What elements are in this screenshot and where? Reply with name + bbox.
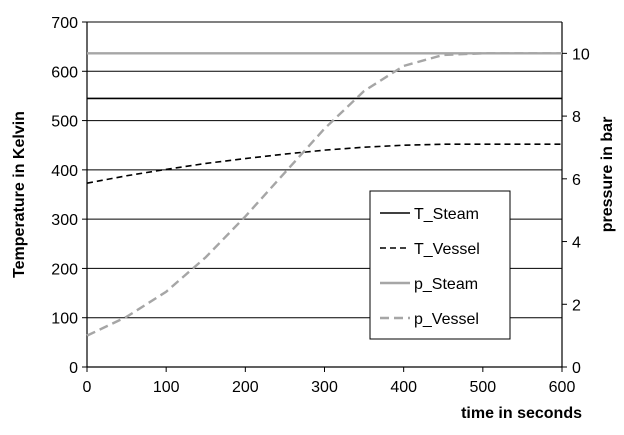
y-right-tick-label: 10 bbox=[572, 46, 590, 63]
y-left-tick-label: 700 bbox=[51, 15, 78, 32]
x-axis-title: time in seconds bbox=[461, 405, 582, 422]
y-right-axis-title: pressure in bar bbox=[599, 117, 616, 233]
series-line-t-vessel bbox=[86, 143, 562, 184]
y-left-tick-label: 400 bbox=[51, 163, 78, 180]
x-tick-label: 600 bbox=[549, 379, 576, 396]
x-tick-label: 500 bbox=[469, 379, 496, 396]
legend-label: T_Steam bbox=[414, 206, 479, 223]
x-tick-label: 400 bbox=[390, 379, 417, 396]
series-line-p-vessel bbox=[86, 52, 562, 337]
y-left-tick-label: 600 bbox=[51, 64, 78, 81]
legend-label: p_Vessel bbox=[414, 311, 479, 328]
y-left-tick-label: 300 bbox=[51, 212, 78, 229]
y-right-tick-label: 4 bbox=[572, 235, 581, 252]
y-left-tick-label: 100 bbox=[51, 311, 78, 328]
y-right-tick-label: 2 bbox=[572, 297, 581, 314]
y-right-tick-label: 6 bbox=[572, 172, 581, 189]
legend-label: p_Steam bbox=[414, 276, 478, 293]
y-left-axis-title: Temperature in Kelvin bbox=[11, 111, 28, 278]
x-tick-label: 300 bbox=[311, 379, 338, 396]
y-left-tick-label: 0 bbox=[69, 360, 78, 377]
y-left-tick-label: 500 bbox=[51, 114, 78, 131]
y-right-tick-label: 8 bbox=[572, 109, 581, 126]
x-tick-label: 0 bbox=[83, 379, 92, 396]
y-right-tick-label: 0 bbox=[572, 360, 581, 377]
x-tick-label: 200 bbox=[232, 379, 259, 396]
x-tick-label: 100 bbox=[153, 379, 180, 396]
legend-box bbox=[369, 190, 511, 340]
legend-label: T_Vessel bbox=[414, 241, 480, 258]
y-left-tick-label: 200 bbox=[51, 261, 78, 278]
